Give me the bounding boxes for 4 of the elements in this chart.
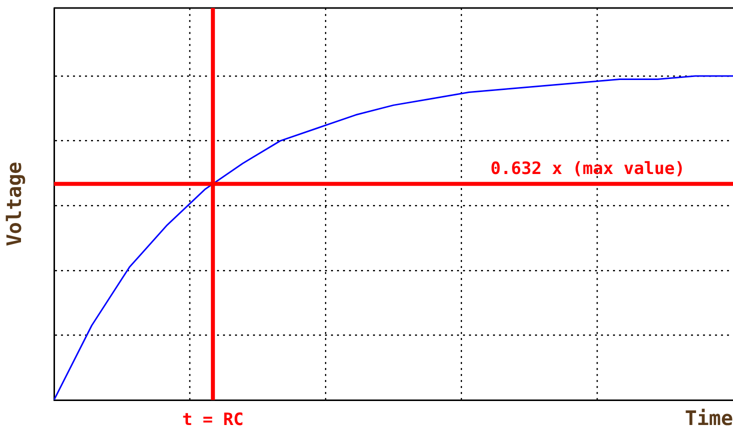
ref-line-label: 0.632 x (max value) <box>490 158 685 179</box>
x-axis-title: Time <box>684 406 733 430</box>
text: t = RC <box>182 410 244 430</box>
y-axis-title: Voltage <box>2 162 26 246</box>
